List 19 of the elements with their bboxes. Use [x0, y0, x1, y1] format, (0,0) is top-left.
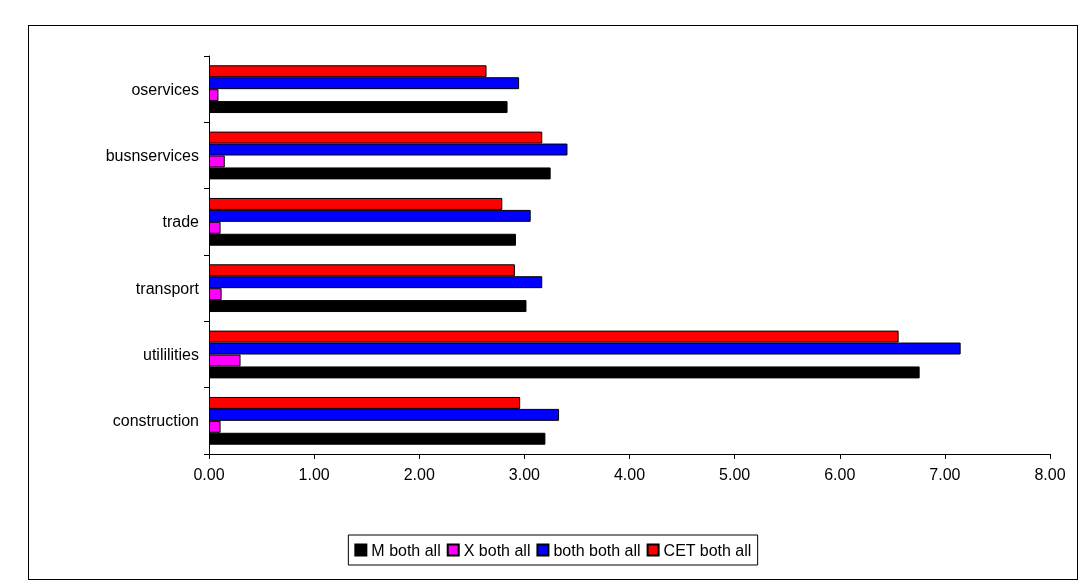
y-tick-label: oservices	[131, 80, 199, 98]
legend-label: CET both all	[663, 541, 752, 559]
x-tick-label: 5.00	[719, 465, 751, 483]
legend-label: both both all	[553, 541, 641, 559]
y-tick-label: trade	[162, 213, 200, 231]
legend-label: M both all	[371, 541, 441, 559]
x-tick-label: 0.00	[193, 465, 225, 483]
y-tick-label: transport	[135, 279, 200, 297]
y-tick-label: busnservices	[105, 147, 199, 164]
x-tick-label: 2.00	[403, 465, 435, 483]
y-tick-label: utililities	[142, 346, 199, 363]
x-tick-label: 3.00	[508, 465, 541, 483]
x-tick-label: 1.00	[298, 465, 330, 483]
x-tick-label: 8.00	[1034, 465, 1066, 483]
x-tick-label: 4.00	[613, 465, 646, 483]
x-tick-label: 7.00	[929, 465, 961, 483]
y-tick-label: construction	[112, 412, 199, 430]
x-tick-label: 6.00	[824, 465, 856, 483]
legend-label: X both all	[463, 541, 531, 559]
